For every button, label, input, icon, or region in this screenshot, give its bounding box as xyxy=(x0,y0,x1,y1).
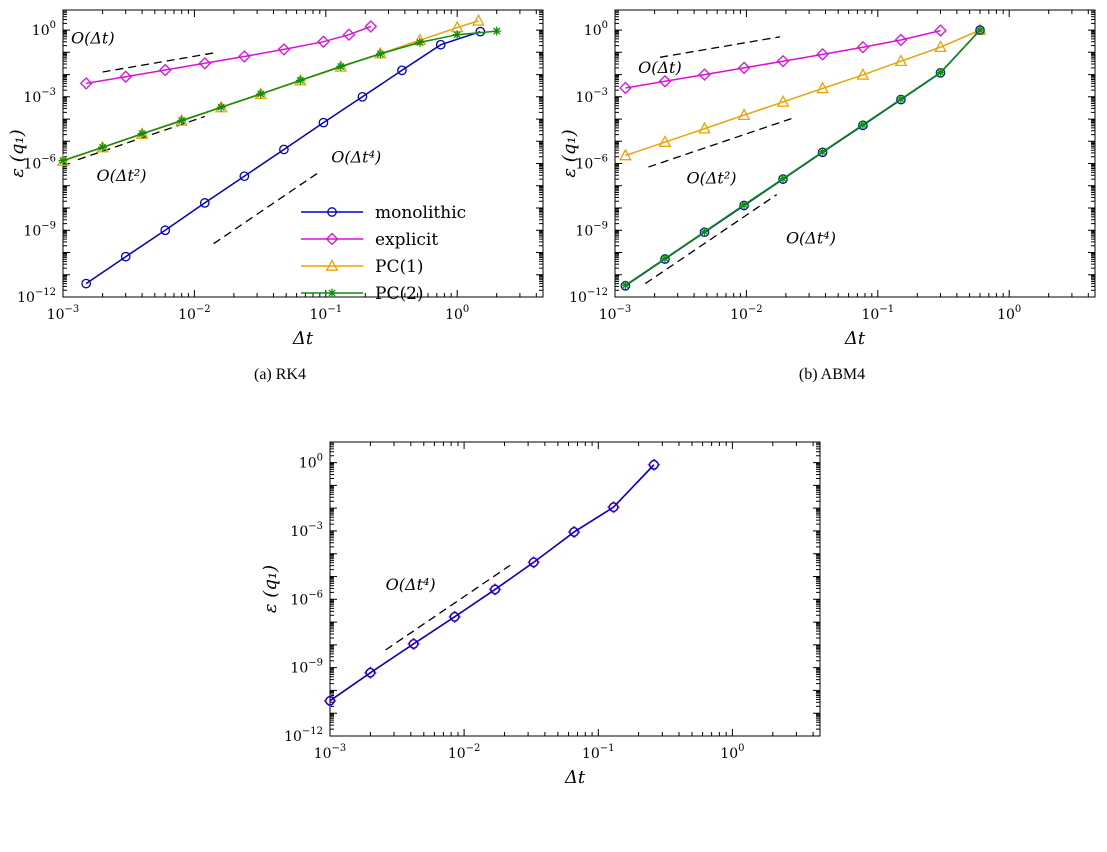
tick-labels: 10−3 10−2 10−1 100 100 10−3 10−6 10−9 10−12 xyxy=(17,20,469,323)
order-guide: O(Δt⁴) xyxy=(213,148,381,245)
svg-text:10−9: 10−9 xyxy=(23,220,56,239)
svg-text:10−9: 10−9 xyxy=(575,220,608,239)
svg-text:10−3: 10−3 xyxy=(314,743,347,762)
svg-text:10−6: 10−6 xyxy=(290,589,323,608)
svg-text:100: 100 xyxy=(997,304,1021,323)
axes xyxy=(329,441,821,737)
series-explicit xyxy=(79,20,378,90)
order-guide-label: O(Δt²) xyxy=(97,166,147,185)
legend-entry-label: monolithic xyxy=(375,203,466,223)
svg-text:10−12: 10−12 xyxy=(569,287,608,306)
y-axis-label: ε (q₁) xyxy=(260,565,281,613)
legend-entry-label: explicit xyxy=(375,230,438,250)
order-guide-label: O(Δt²) xyxy=(686,168,736,187)
order-guide-label: O(Δt) xyxy=(71,28,115,47)
order-guide: O(Δt⁴) xyxy=(644,194,836,285)
series-pc-1- xyxy=(619,23,987,161)
svg-text:10−1: 10−1 xyxy=(582,743,615,762)
y-axis-label: ε (q₁) xyxy=(7,129,28,177)
axes xyxy=(614,9,1096,298)
svg-text:10−3: 10−3 xyxy=(23,87,56,106)
legend-entry-label: PC(2) xyxy=(375,284,424,304)
series-monolithic xyxy=(325,459,659,706)
svg-text:100: 100 xyxy=(720,743,744,762)
y-axis-label: ε (q₁) xyxy=(559,129,580,177)
series-pc-2- xyxy=(621,25,985,290)
svg-text:10−3: 10−3 xyxy=(599,304,632,323)
x-axis-label: Δt xyxy=(564,767,586,788)
plot-bottom: 10−3 10−2 10−1 100 100 10−3 10−6 10−9 10−12 Δt ε (… xyxy=(258,428,833,848)
svg-text:100: 100 xyxy=(584,20,608,39)
legend-entry-label: PC(1) xyxy=(375,257,424,277)
tick-labels: 10−3 10−2 10−1 100 100 10−3 10−6 10−9 10−12 xyxy=(284,453,744,762)
svg-text:10−1: 10−1 xyxy=(309,304,342,323)
svg-text:10−3: 10−3 xyxy=(290,521,323,540)
x-axis-label: Δt xyxy=(844,328,866,347)
plot-abm4: 10−3 10−2 10−1 100 100 10−3 10−6 10−9 10−12 Δt ε (… xyxy=(557,2,1107,347)
svg-text:10−6: 10−6 xyxy=(575,154,608,173)
order-guide: O(Δt) xyxy=(71,28,218,73)
svg-text:10−9: 10−9 xyxy=(290,658,323,677)
tick-labels: 10−3 10−2 10−1 100 100 10−3 10−6 10−9 10−12 xyxy=(569,20,1021,323)
legend: monolithic explicit PC(1) PC(2) xyxy=(301,203,466,304)
order-guide-label: O(Δt) xyxy=(638,58,682,77)
svg-text:10−6: 10−6 xyxy=(23,154,56,173)
caption-rk4: (a) RK4 xyxy=(254,366,306,383)
svg-text:10−3: 10−3 xyxy=(575,87,608,106)
svg-text:100: 100 xyxy=(445,304,469,323)
order-guide: O(Δt²) xyxy=(648,117,792,187)
series-monolithic xyxy=(81,26,486,289)
plot-abm4-canvas: 10−3 10−2 10−1 100 100 10−3 10−6 10−9 10−12 Δt ε (… xyxy=(559,9,1096,347)
svg-text:10−2: 10−2 xyxy=(448,743,481,762)
series-explicit xyxy=(619,24,947,95)
order-guide: O(Δt⁴) xyxy=(385,564,511,651)
order-guide: O(Δt²) xyxy=(77,115,206,185)
svg-text:10−2: 10−2 xyxy=(730,304,763,323)
order-guide-label: O(Δt⁴) xyxy=(331,148,381,167)
order-guide-label: O(Δt⁴) xyxy=(786,229,836,248)
svg-text:100: 100 xyxy=(299,453,323,472)
svg-text:10−3: 10−3 xyxy=(47,304,80,323)
svg-text:100: 100 xyxy=(32,20,56,39)
series-pc-2- xyxy=(58,26,502,166)
svg-text:10−12: 10−12 xyxy=(284,726,323,745)
plot-bottom-canvas: 10−3 10−2 10−1 100 100 10−3 10−6 10−9 10−12 Δt ε (… xyxy=(260,441,821,788)
x-axis-label: Δt xyxy=(292,328,314,347)
caption-abm4: (b) ABM4 xyxy=(798,366,866,383)
order-guide: O(Δt) xyxy=(638,36,781,77)
plot-rk4: 10−3 10−2 10−1 100 100 10−3 10−6 10−9 10−12 Δt ε (… xyxy=(5,2,555,347)
plot-rk4-canvas: 10−3 10−2 10−1 100 100 10−3 10−6 10−9 10−12 Δt ε (… xyxy=(7,9,544,347)
axes xyxy=(62,9,544,298)
order-guide-label: O(Δt⁴) xyxy=(386,575,436,594)
svg-text:10−1: 10−1 xyxy=(861,304,894,323)
svg-text:10−2: 10−2 xyxy=(178,304,211,323)
svg-text:10−12: 10−12 xyxy=(17,287,56,306)
